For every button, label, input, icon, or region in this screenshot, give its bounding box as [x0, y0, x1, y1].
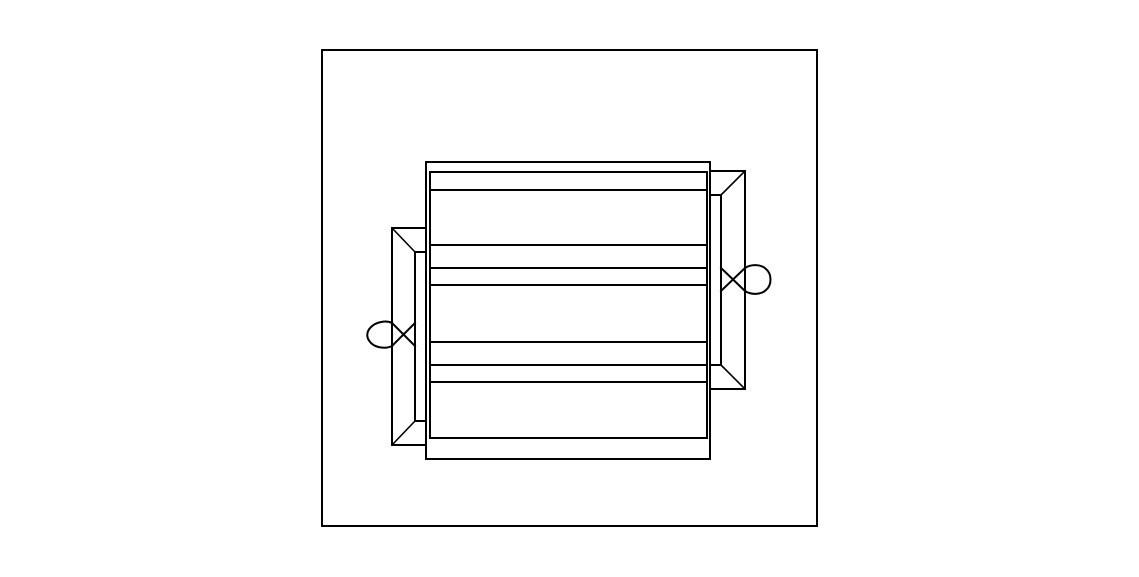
- left-side-bracket: [366, 227, 427, 446]
- right-loop-handle: [719, 264, 772, 295]
- central-body: [425, 161, 711, 460]
- left-bracket-bottom-bevel: [391, 420, 416, 446]
- right-bracket-bottom-bevel: [720, 364, 746, 390]
- right-side-bracket: [709, 170, 772, 390]
- right-bracket-top-bevel: [720, 170, 746, 196]
- left-bracket-top-bevel: [391, 227, 416, 253]
- left-bracket-outline: [391, 227, 427, 446]
- right-bracket-outline: [709, 170, 746, 390]
- central-body-outline: [425, 161, 711, 460]
- outer-frame: [321, 49, 818, 527]
- left-loop-handle: [366, 320, 417, 349]
